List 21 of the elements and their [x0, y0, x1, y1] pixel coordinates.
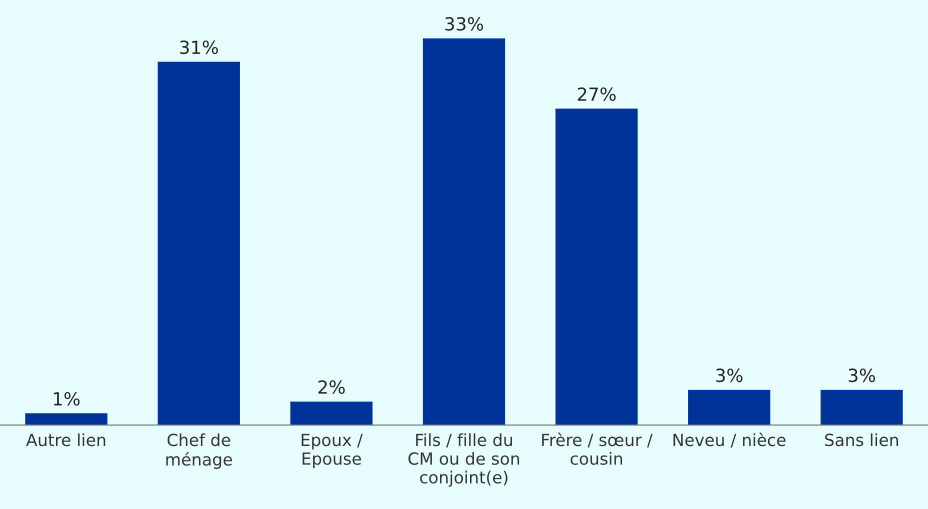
data-label: 27%: [578, 87, 616, 102]
x-tick-label: Autre lien: [26, 433, 106, 446]
data-label: 2%: [318, 380, 345, 394]
bar: [820, 390, 903, 426]
bar: [422, 38, 506, 426]
data-label: 3%: [716, 368, 742, 382]
bar: [290, 402, 373, 426]
bar: [25, 413, 108, 426]
x-tick-label: Epoux / Epouse: [302, 434, 363, 468]
data-label: 1%: [54, 392, 80, 406]
data-label: 31%: [180, 40, 218, 54]
data-label: 3%: [848, 368, 876, 382]
x-tick-label: Sans lien: [825, 433, 898, 446]
bar: [158, 62, 240, 426]
x-tick-label: Chef de ménage: [166, 433, 232, 469]
x-tick-label: Neveu / nièce: [674, 432, 786, 448]
x-tick-label: Frère / sœur / cousin: [542, 432, 653, 465]
bar: [688, 390, 770, 426]
x-tick-label: Fils / fille du CM ou de son conjoint(e): [408, 433, 520, 487]
bar: [555, 108, 638, 426]
data-label: 33%: [445, 17, 484, 31]
